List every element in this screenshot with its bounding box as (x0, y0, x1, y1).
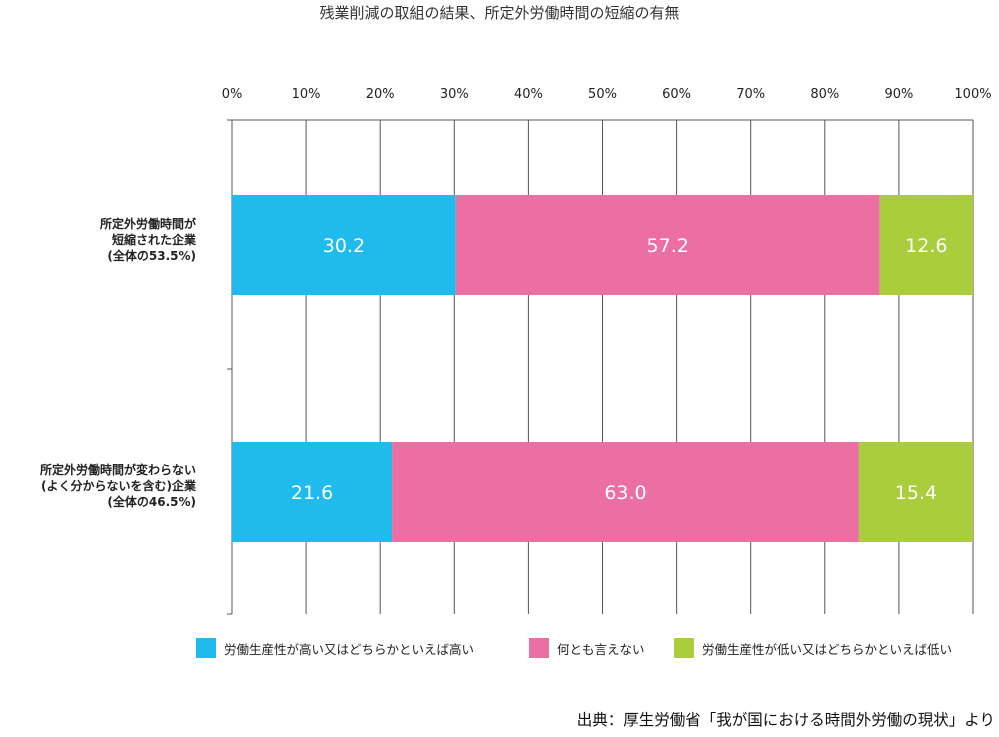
category-label-line: (全体の46.5%) (107, 495, 196, 509)
category-label-shortened: 所定外労働時間が 短縮された企業 (全体の53.5%) (0, 216, 196, 264)
category-label-line: 所定外労働時間が変わらない (39, 463, 196, 477)
x-tick-label: 50% (588, 87, 617, 102)
source-note: 出典：厚生労働省「我が国における時間外労働の現状」より (576, 711, 995, 729)
bar-segment (858, 442, 973, 542)
data-label: 57.2 (647, 235, 689, 257)
x-tick-label: 70% (736, 87, 765, 102)
data-label: 63.0 (604, 482, 646, 504)
category-label-line: 短縮された企業 (111, 233, 196, 247)
legend-swatch-high (196, 638, 216, 658)
category-label-line: 所定外労働時間が (99, 217, 196, 231)
x-tick-label: 30% (440, 87, 469, 102)
data-label: 15.4 (895, 482, 937, 504)
x-tick-label: 40% (514, 87, 543, 102)
x-tick-label: 80% (810, 87, 839, 102)
legend-swatch-low (674, 638, 694, 658)
x-tick-label: 10% (292, 87, 321, 102)
category-label-line: (よく分からないを含む)企業 (41, 479, 196, 493)
data-label: 30.2 (323, 235, 365, 257)
category-label-line: (全体の53.5%) (107, 249, 196, 263)
bar-segment (392, 442, 859, 542)
x-tick-label: 90% (884, 87, 913, 102)
x-tick-label: 100% (954, 87, 991, 102)
chart-legend: 労働生産性が高い又はどちらかといえば高い 何とも言えない 労働生産性が低い又はど… (196, 636, 996, 660)
x-tick-label: 20% (366, 87, 395, 102)
x-tick-label: 0% (222, 87, 243, 102)
legend-item-high: 労働生産性が高い又はどちらかといえば高い (196, 636, 474, 660)
chart-title: 残業削減の取組の結果、所定外労働時間の短縮の有無 (319, 4, 680, 22)
legend-label-low: 労働生産性が低い又はどちらかといえば低い (702, 641, 953, 657)
legend-swatch-neutral (529, 638, 549, 658)
legend-label-neutral: 何とも言えない (557, 641, 645, 657)
category-label-unchanged: 所定外労働時間が変わらない (よく分からないを含む)企業 (全体の46.5%) (0, 462, 196, 510)
bar-segment (232, 442, 393, 542)
bar-segment (455, 195, 880, 295)
legend-item-low: 労働生産性が低い又はどちらかといえば低い (674, 636, 952, 660)
legend-label-high: 労働生産性が高い又はどちらかといえば高い (224, 641, 475, 657)
bar-segment (232, 195, 456, 295)
data-label: 12.6 (905, 235, 947, 257)
data-label: 21.6 (291, 482, 333, 504)
bar-segment (879, 195, 973, 295)
x-tick-label: 60% (662, 87, 691, 102)
legend-item-neutral: 何とも言えない (529, 636, 645, 660)
